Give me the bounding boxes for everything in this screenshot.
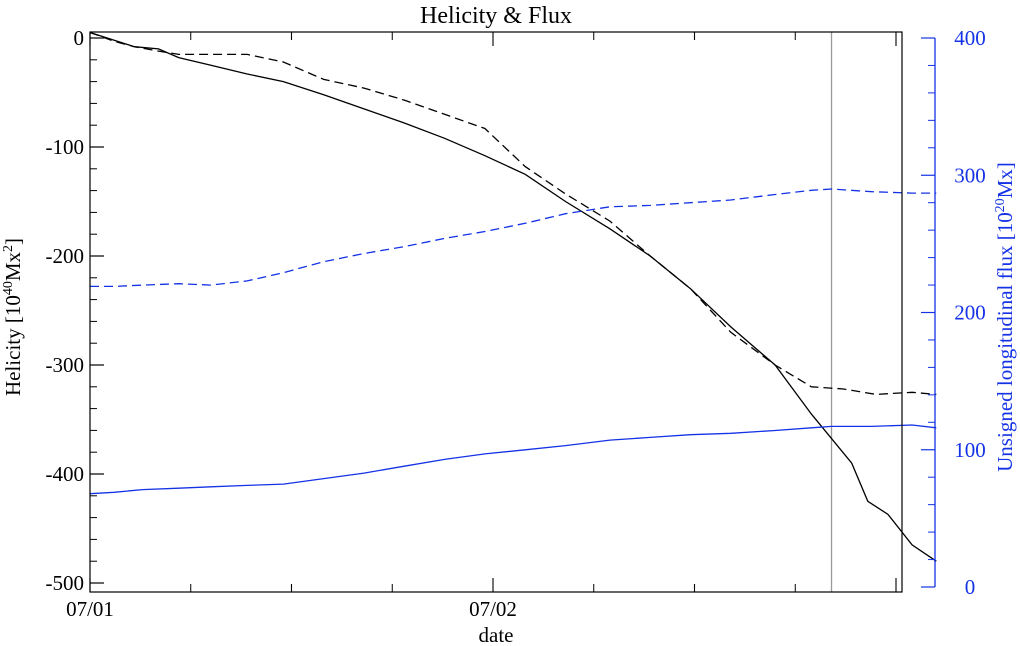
chart-title: Helicity & Flux [420,3,572,29]
left-tick-label: -300 [46,353,85,377]
right-tick-label: 400 [954,26,986,50]
helicity-dashed-line [89,31,937,396]
x-axis: 07/01 07/02 [66,32,897,621]
left-tick-label: -200 [46,244,85,268]
plot-area [89,31,937,592]
right-axis-label: Unsigned longitudinal flux [1020Mx] [993,162,1017,472]
left-axis-label: Helicity [1040Mx2] [1,238,25,396]
right-tick-label: 100 [954,438,986,462]
left-axis: 0 -100 -200 -300 -400 -500 [46,26,104,595]
plot-frame [89,31,903,593]
x-tick-label: 07/02 [469,597,517,621]
right-tick-label: 0 [965,575,976,599]
right-axis: 0 100 200 300 400 [921,26,986,599]
left-tick-label: -400 [46,462,85,486]
left-tick-label: -500 [46,571,85,595]
x-axis-label: date [479,623,514,646]
helicity-solid-line [89,31,937,562]
right-tick-label: 200 [954,301,986,325]
right-tick-label: 300 [954,163,986,187]
flux-solid-line [89,424,937,495]
left-tick-label: -100 [46,135,85,159]
x-tick-label: 07/01 [66,597,114,621]
left-tick-label: 0 [74,26,85,50]
flux-dashed-line [90,188,937,288]
